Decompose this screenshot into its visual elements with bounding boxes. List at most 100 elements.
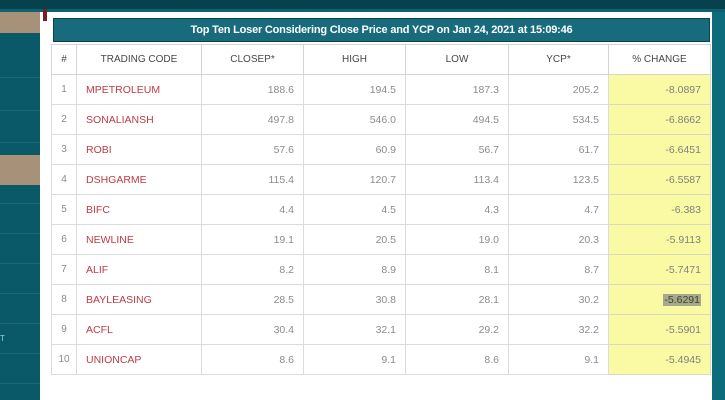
cell-high: 30.8: [303, 284, 406, 315]
cell-high: 20.5: [303, 224, 406, 255]
trading-code-link[interactable]: ROBI: [76, 134, 202, 165]
cell-high: 9.1: [303, 344, 406, 375]
selected-text: -5.6291: [663, 293, 701, 306]
column-header-rank[interactable]: #: [51, 44, 77, 75]
sidebar-divider: [0, 293, 40, 294]
sidebar-divider: [0, 77, 40, 78]
column-header-low[interactable]: LOW: [405, 44, 509, 75]
cell-low: 494.5: [405, 104, 509, 135]
column-header-pct[interactable]: % CHANGE: [608, 44, 711, 75]
cell-high: 32.1: [303, 314, 406, 345]
table-title: Top Ten Loser Considering Close Price an…: [53, 18, 710, 42]
trading-code-link[interactable]: MPETROLEUM: [76, 74, 202, 105]
sidebar-divider: [0, 203, 40, 204]
table-row: 9 ACFL 30.4 32.1 29.2 32.2 -5.5901: [51, 314, 711, 345]
cell-pct: -6.5587: [608, 164, 711, 195]
table-row: 1 MPETROLEUM 188.6 194.5 187.3 205.2 -8.0897: [51, 74, 711, 105]
cell-closep: 4.4: [201, 194, 304, 225]
cell-low: 8.6: [405, 344, 509, 375]
column-header-high[interactable]: HIGH: [303, 44, 406, 75]
sidebar-item-active-mid[interactable]: [0, 155, 40, 185]
cell-ycp: 30.2: [508, 284, 609, 315]
sidebar-divider: [0, 110, 40, 111]
cell-ycp: 20.3: [508, 224, 609, 255]
column-header-closep[interactable]: CLOSEP*: [201, 44, 304, 75]
cell-rank: 1: [51, 74, 77, 105]
cell-closep: 28.5: [201, 284, 304, 315]
cell-high: 120.7: [303, 164, 406, 195]
trading-code-link[interactable]: BAYLEASING: [76, 284, 202, 315]
trading-code-link[interactable]: ALIF: [76, 254, 202, 285]
sidebar-divider: [0, 263, 40, 264]
cell-closep: 57.6: [201, 134, 304, 165]
cell-pct: -8.0897: [608, 74, 711, 105]
table-row: 7 ALIF 8.2 8.9 8.1 8.7 -5.7471: [51, 254, 711, 285]
sidebar-divider: [0, 323, 40, 324]
trading-code-link[interactable]: BIFC: [76, 194, 202, 225]
cell-low: 113.4: [405, 164, 509, 195]
trading-code-link[interactable]: ACFL: [76, 314, 202, 345]
cell-low: 29.2: [405, 314, 509, 345]
sidebar-divider: [0, 353, 40, 354]
cell-rank: 9: [51, 314, 77, 345]
cell-closep: 188.6: [201, 74, 304, 105]
table-title-text: Top Ten Loser Considering Close Price an…: [190, 24, 573, 36]
cell-ycp: 61.7: [508, 134, 609, 165]
cell-high: 546.0: [303, 104, 406, 135]
sidebar-item-active-top[interactable]: [0, 12, 40, 33]
table-row: 6 NEWLINE 19.1 20.5 19.0 20.3 -5.9113: [51, 224, 711, 255]
sidebar: T: [0, 12, 40, 400]
cell-pct: -5.9113: [608, 224, 711, 255]
cell-pct: -5.4945: [608, 344, 711, 375]
cell-low: 4.3: [405, 194, 509, 225]
cell-rank: 3: [51, 134, 77, 165]
cell-rank: 8: [51, 284, 77, 315]
table-row: 3 ROBI 57.6 60.9 56.7 61.7 -6.6451: [51, 134, 711, 165]
table-header: # TRADING CODE CLOSEP* HIGH LOW YCP*% CHANGE: [51, 44, 711, 75]
cell-high: 8.9: [303, 254, 406, 285]
cell-pct: -5.6291: [608, 284, 711, 315]
cell-ycp: 9.1: [508, 344, 609, 375]
cell-ycp: 4.7: [508, 194, 609, 225]
cell-high: 60.9: [303, 134, 406, 165]
cell-low: 19.0: [405, 224, 509, 255]
cell-pct: -6.383: [608, 194, 711, 225]
cell-low: 28.1: [405, 284, 509, 315]
trading-code-link[interactable]: SONALIANSH: [76, 104, 202, 135]
cell-rank: 2: [51, 104, 77, 135]
trading-code-link[interactable]: UNIONCAP: [76, 344, 202, 375]
cell-ycp: 8.7: [508, 254, 609, 285]
cell-closep: 19.1: [201, 224, 304, 255]
sidebar-mini-label: T: [0, 334, 5, 343]
cell-rank: 5: [51, 194, 77, 225]
cell-ycp: 123.5: [508, 164, 609, 195]
top-losers-table: # TRADING CODE CLOSEP* HIGH LOW YCP*% CHANGE …: [51, 44, 711, 375]
cell-closep: 497.8: [201, 104, 304, 135]
cell-pct: -6.6451: [608, 134, 711, 165]
cell-rank: 4: [51, 164, 77, 195]
cell-rank: 6: [51, 224, 77, 255]
top-bar-accent: [0, 9, 725, 12]
table-row: 8 BAYLEASING 28.5 30.8 28.1 30.2 -5.6291: [51, 284, 711, 315]
cell-low: 187.3: [405, 74, 509, 105]
table-row: 10 UNIONCAP 8.6 9.1 8.6 9.1 -5.4945: [51, 344, 711, 375]
cell-rank: 10: [51, 344, 77, 375]
trading-code-link[interactable]: DSHGARME: [76, 164, 202, 195]
cell-closep: 8.2: [201, 254, 304, 285]
column-header-ycp[interactable]: YCP*: [508, 44, 609, 75]
trading-code-link[interactable]: NEWLINE: [76, 224, 202, 255]
right-edge-stripe: [712, 12, 725, 400]
cell-low: 8.1: [405, 254, 509, 285]
red-marker: [43, 9, 47, 21]
cell-pct: -6.8662: [608, 104, 711, 135]
top-bar: [0, 0, 725, 9]
sidebar-divider: [0, 142, 40, 143]
column-header-code[interactable]: TRADING CODE: [76, 44, 202, 75]
cell-ycp: 205.2: [508, 74, 609, 105]
cell-low: 56.7: [405, 134, 509, 165]
cell-closep: 30.4: [201, 314, 304, 345]
cell-ycp: 534.5: [508, 104, 609, 135]
cell-pct: -5.5901: [608, 314, 711, 345]
cell-pct: -5.7471: [608, 254, 711, 285]
cell-rank: 7: [51, 254, 77, 285]
